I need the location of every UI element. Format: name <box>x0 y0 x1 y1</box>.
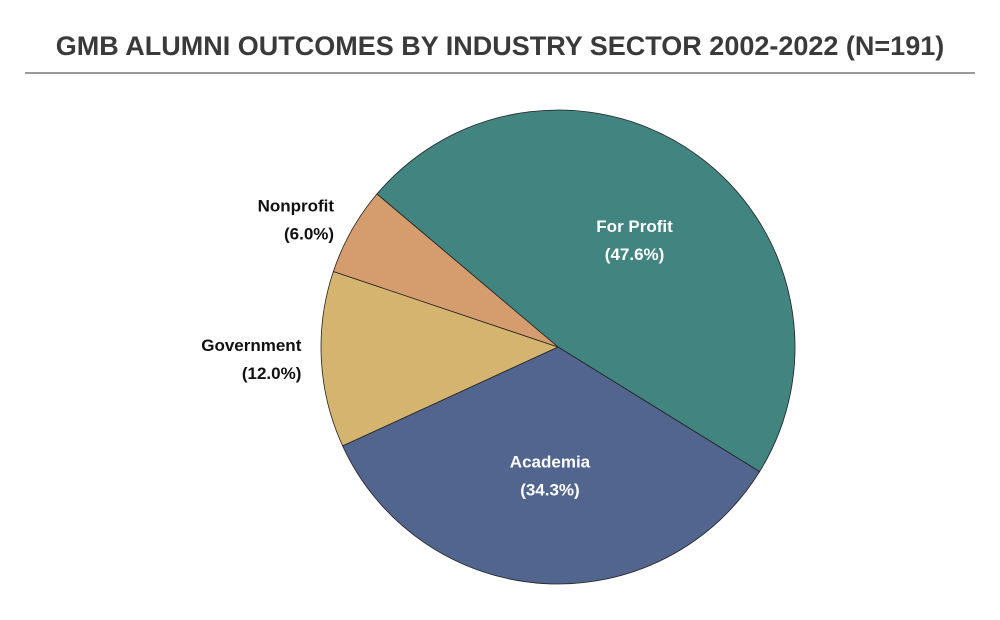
slice-value-label: (12.0%) <box>242 364 302 383</box>
slice-value-label: (34.3%) <box>520 481 580 500</box>
slice-label: Nonprofit <box>258 196 335 215</box>
pie-slice <box>342 346 761 585</box>
slice-label: Academia <box>510 453 591 472</box>
slice-value-label: (6.0%) <box>284 224 334 243</box>
slice-value-label: (47.6%) <box>605 245 665 264</box>
pie-slice <box>332 193 559 348</box>
slice-label: Government <box>201 336 301 355</box>
pie-slice <box>320 270 560 447</box>
slice-label: For Profit <box>596 217 673 236</box>
chart-title: GMB ALUMNI OUTCOMES BY INDUSTRY SECTOR 2… <box>56 31 944 61</box>
pie-slice <box>376 109 796 473</box>
